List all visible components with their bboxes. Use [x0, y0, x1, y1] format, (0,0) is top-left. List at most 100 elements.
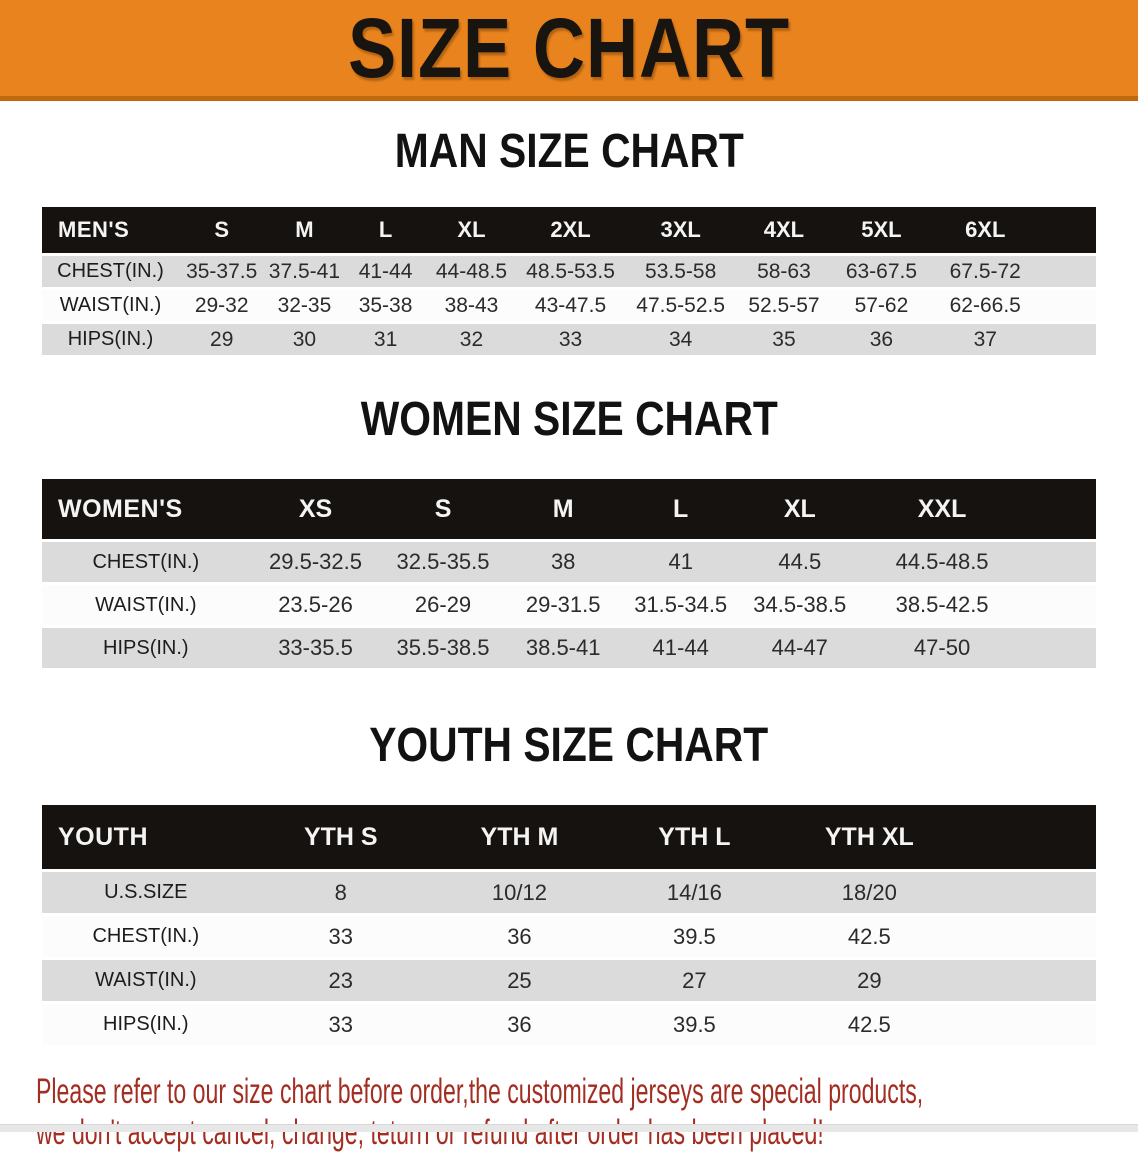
- men-header-row: MEN'S S M L XL 2XL 3XL 4XL 5XL 6XL: [42, 207, 1096, 255]
- page-title: SIZE CHART: [347, 1, 791, 95]
- men-size-header: L: [378, 217, 393, 242]
- value-cell: 29.5-32.5: [249, 539, 382, 584]
- women-size-header: S: [434, 494, 452, 523]
- value-cell: 29-32: [179, 287, 265, 323]
- value-cell: 42.5: [781, 913, 957, 959]
- row-label: HIPS(IN.): [42, 625, 250, 668]
- value-cell: 35-38: [344, 287, 427, 323]
- youth-ussize-row: U.S.SIZE 8 10/12 14/16 18/20: [42, 869, 1096, 915]
- women-size-table: WOMEN'S XS S M L XL XXL CHEST(IN.) 29.5-…: [42, 479, 1096, 668]
- men-waist-row: WAIST(IN.) 29-32 32-35 35-38 38-43 43-47…: [42, 287, 1096, 323]
- youth-waist-row: WAIST(IN.) 23 25 27 29: [42, 957, 1096, 1003]
- row-label: WAIST(IN.): [42, 287, 180, 323]
- row-label: HIPS(IN.): [42, 1001, 250, 1045]
- value-cell: 39.5: [606, 913, 782, 959]
- value-cell: 57-62: [831, 287, 932, 323]
- value-cell: 43-47.5: [516, 287, 625, 323]
- youth-size-header: YTH M: [480, 822, 559, 851]
- value-cell: 38.5-42.5: [859, 582, 1025, 627]
- value-cell: 27: [606, 957, 782, 1003]
- value-cell: 58-63: [736, 253, 832, 289]
- men-chest-row: CHEST(IN.) 35-37.5 37.5-41 41-44 44-48.5…: [42, 253, 1096, 289]
- value-cell: 36: [831, 321, 932, 355]
- value-cell: 31: [344, 321, 427, 355]
- men-size-header: 6XL: [965, 217, 1006, 242]
- value-cell: 34: [624, 321, 737, 355]
- value-cell: 48.5-53.5: [516, 253, 625, 289]
- men-size-header: S: [214, 217, 230, 242]
- row-label: U.S.SIZE: [42, 869, 250, 915]
- value-cell: 36: [431, 1001, 607, 1045]
- row-label: WAIST(IN.): [42, 957, 250, 1003]
- women-size-header: XS: [298, 494, 333, 523]
- value-cell: 38: [504, 539, 622, 584]
- women-size-header: XXL: [917, 494, 967, 523]
- value-cell: 39.5: [606, 1001, 782, 1045]
- youth-size-header: YTH XL: [824, 822, 914, 851]
- value-cell: 44-47: [739, 625, 860, 668]
- women-size-header: L: [673, 494, 689, 523]
- row-label: CHEST(IN.): [42, 913, 250, 959]
- value-cell: 44-48.5: [426, 253, 517, 289]
- men-size-header: 3XL: [660, 217, 701, 242]
- men-size-header: 2XL: [550, 217, 591, 242]
- youth-section-heading: YOUTH SIZE CHART: [0, 720, 1138, 783]
- value-cell: 18/20: [781, 869, 957, 915]
- value-cell: 33-35.5: [249, 625, 382, 668]
- value-cell: 44.5-48.5: [859, 539, 1025, 584]
- row-label: CHEST(IN.): [42, 539, 250, 584]
- spacer-cell: [1024, 582, 1096, 627]
- banner: SIZE CHART: [0, 0, 1138, 101]
- spacer-cell: [956, 913, 1096, 959]
- spacer-cell: [1039, 253, 1096, 289]
- value-cell: 41-44: [344, 253, 427, 289]
- spacer-cell: [1039, 287, 1096, 323]
- women-size-header: XL: [783, 494, 816, 523]
- youth-chest-row: CHEST(IN.) 33 36 39.5 42.5: [42, 913, 1096, 959]
- men-size-header: 5XL: [861, 217, 902, 242]
- women-chest-row: CHEST(IN.) 29.5-32.5 32.5-35.5 38 41 44.…: [42, 539, 1096, 584]
- value-cell: 35-37.5: [179, 253, 265, 289]
- value-cell: 8: [249, 869, 432, 915]
- value-cell: 37: [931, 321, 1039, 355]
- value-cell: 53.5-58: [624, 253, 737, 289]
- value-cell: 62-66.5: [931, 287, 1039, 323]
- men-section-heading: MAN SIZE CHART: [0, 126, 1138, 189]
- value-cell: 41: [621, 539, 740, 584]
- spacer-cell: [956, 957, 1096, 1003]
- men-corner-label: MEN'S: [58, 217, 130, 242]
- women-section-heading: WOMEN SIZE CHART: [0, 394, 1138, 457]
- value-cell: 47-50: [859, 625, 1025, 668]
- women-waist-row: WAIST(IN.) 23.5-26 26-29 29-31.5 31.5-34…: [42, 582, 1096, 627]
- value-cell: 33: [249, 1001, 432, 1045]
- value-cell: 44.5: [739, 539, 860, 584]
- row-label: WAIST(IN.): [42, 582, 250, 627]
- value-cell: 30: [264, 321, 345, 355]
- spacer-cell: [957, 805, 1096, 871]
- value-cell: 33: [249, 913, 432, 959]
- youth-size-header: YTH L: [658, 822, 731, 851]
- youth-heading-text: YOUTH SIZE CHART: [369, 719, 769, 772]
- value-cell: 35.5-38.5: [381, 625, 505, 668]
- bottom-edge-strip: [0, 1124, 1138, 1132]
- value-cell: 63-67.5: [831, 253, 932, 289]
- women-hips-row: HIPS(IN.) 33-35.5 35.5-38.5 38.5-41 41-4…: [42, 625, 1096, 668]
- spacer-cell: [1039, 321, 1096, 355]
- youth-size-table: YOUTH YTH S YTH M YTH L YTH XL U.S.SIZE …: [42, 805, 1096, 1045]
- spacer-cell: [956, 869, 1096, 915]
- disclaimer: Please refer to our size chart before or…: [36, 1071, 1138, 1153]
- value-cell: 25: [431, 957, 607, 1003]
- women-size-header: M: [552, 494, 574, 523]
- spacer-cell: [1024, 479, 1096, 541]
- disclaimer-line-1: Please refer to our size chart before or…: [36, 1072, 924, 1111]
- value-cell: 32.5-35.5: [381, 539, 505, 584]
- youth-hips-row: HIPS(IN.) 33 36 39.5 42.5: [42, 1001, 1096, 1045]
- youth-corner-label: YOUTH: [58, 822, 148, 851]
- value-cell: 23.5-26: [249, 582, 382, 627]
- value-cell: 32: [426, 321, 517, 355]
- row-label: HIPS(IN.): [42, 321, 180, 355]
- spacer-cell: [956, 1001, 1096, 1045]
- value-cell: 31.5-34.5: [621, 582, 740, 627]
- disclaimer-line-2: we don't accept cancel, change, teturn o…: [36, 1113, 824, 1152]
- value-cell: 26-29: [381, 582, 505, 627]
